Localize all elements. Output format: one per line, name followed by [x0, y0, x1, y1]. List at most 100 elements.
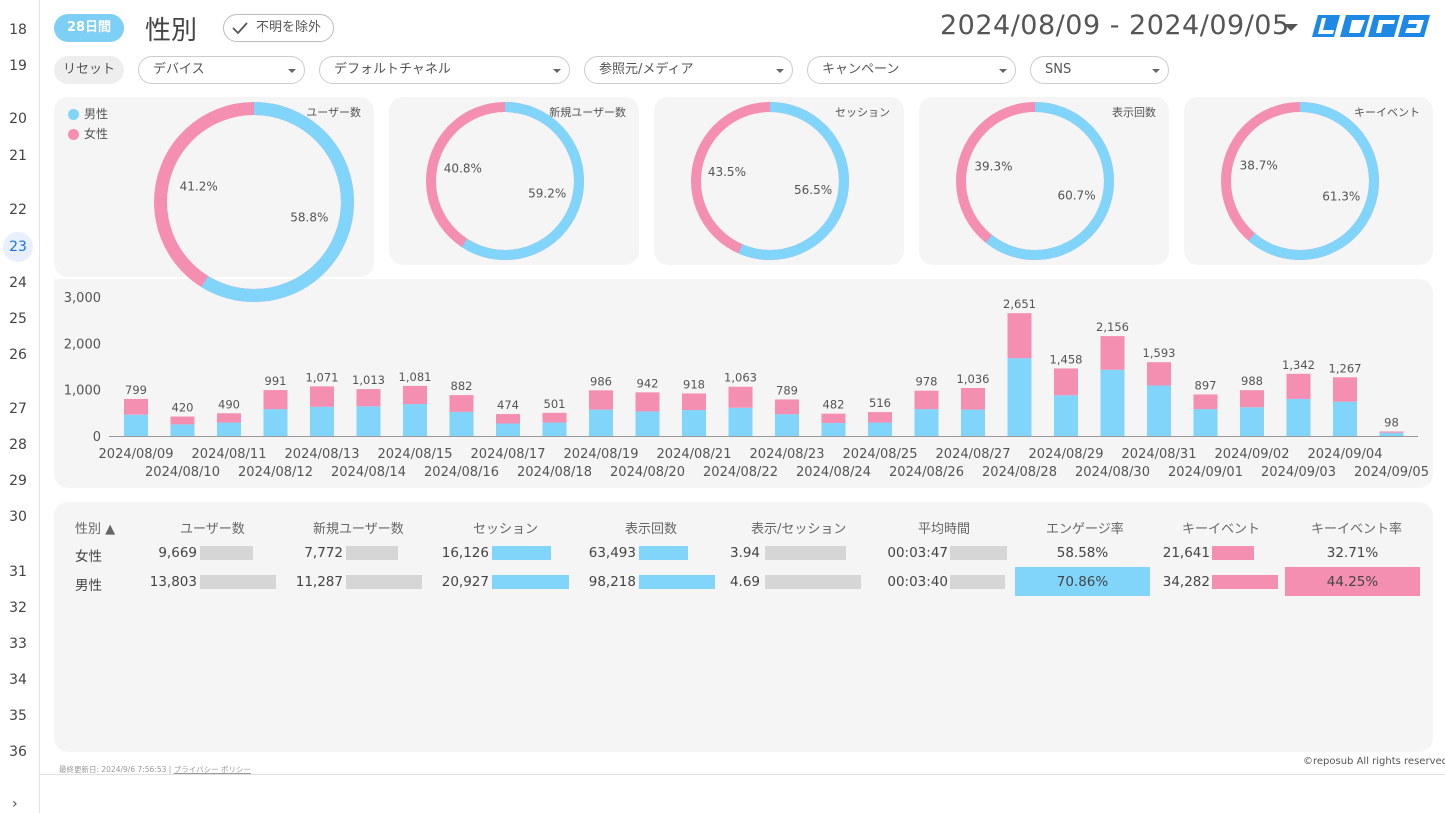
x-tick-label: 2024/08/21 [657, 447, 732, 462]
x-tick-label: 2024/08/26 [889, 465, 964, 480]
row-number[interactable]: 28 [9, 437, 27, 453]
table-header[interactable]: エンゲージ率 [1046, 522, 1124, 537]
cell-bar [492, 546, 552, 560]
cell-bar [639, 575, 715, 589]
table-header[interactable]: ユーザー数 [180, 522, 245, 537]
cell-value: 00:03:40 [887, 574, 948, 590]
bar-total-label: 98 [1384, 415, 1399, 429]
bar-male [961, 409, 985, 436]
x-tick-label: 2024/08/18 [517, 465, 592, 480]
expand-arrow-icon[interactable]: › [12, 796, 18, 812]
cell-value: 20,927 [441, 574, 489, 590]
female-percent-label: 43.5% [708, 165, 746, 179]
bar-male [403, 404, 427, 436]
table-header[interactable]: 性別 ▲ [75, 522, 116, 537]
row-number[interactable]: 34 [9, 672, 27, 688]
sns-filter[interactable]: SNS [1030, 56, 1169, 84]
row-number[interactable]: 25 [9, 311, 27, 327]
bar-female [263, 390, 288, 410]
table-header[interactable]: キーイベント [1182, 522, 1261, 537]
chevron-down-icon [553, 69, 561, 73]
key-events-value: 34,282 [1162, 574, 1210, 590]
male-color-dot [68, 109, 79, 120]
bar-total-label: 988 [1241, 374, 1263, 388]
x-tick-label: 2024/08/24 [796, 465, 871, 480]
row-number[interactable]: 35 [9, 708, 27, 724]
cell-bar [765, 575, 861, 589]
cell-value: 63,493 [588, 545, 636, 561]
bar-female [821, 413, 846, 424]
engagement-rate-value: 70.86% [1056, 574, 1109, 590]
row-number[interactable]: 23 [3, 232, 33, 262]
row-number[interactable]: 29 [9, 473, 27, 489]
row-number[interactable]: 31 [9, 564, 27, 580]
bar-total-label: 2,651 [1003, 297, 1036, 311]
row-number[interactable]: 27 [9, 401, 27, 417]
footer-separator: | [168, 765, 172, 774]
table-header[interactable]: 表示回数 [625, 522, 678, 537]
users-donut-panel [54, 97, 374, 277]
bar-total-label: 1,071 [306, 370, 339, 384]
device-filter[interactable]: デバイス [138, 56, 305, 84]
row-number[interactable]: 26 [9, 347, 27, 363]
date-range-selector[interactable]: 2024/08/09 - 2024/09/05 [940, 10, 1290, 41]
reset-button[interactable]: リセット [54, 56, 124, 84]
privacy-policy-link[interactable]: プライバシー ポリシー [173, 765, 251, 774]
row-number[interactable]: 19 [9, 58, 27, 74]
bar-male [1240, 407, 1264, 436]
table-header[interactable]: 新規ユーザー数 [313, 522, 404, 537]
x-tick-label: 2024/08/15 [378, 447, 453, 462]
bar-total-label: 1,458 [1050, 352, 1083, 366]
bar-male [1007, 358, 1032, 436]
default-channel-filter[interactable]: デフォルトチャネル [319, 56, 570, 84]
chevron-down-icon [999, 69, 1007, 73]
default-channel-filter-label: デフォルトチャネル [334, 62, 451, 77]
row-number[interactable]: 18 [9, 22, 27, 38]
female-percent-label: 38.7% [1240, 159, 1278, 173]
key-events-donut-chart: 61.3% 38.7% [1221, 102, 1379, 260]
male-slice [154, 102, 354, 302]
new-users-donut-chart: 59.2% 40.8% [426, 102, 584, 260]
row-number[interactable]: 36 [9, 744, 27, 760]
metrics-table-panel [54, 502, 1433, 752]
male-percent-label: 58.8% [290, 211, 328, 225]
table-header[interactable]: キーイベント率 [1311, 522, 1403, 537]
bar-female [170, 416, 195, 425]
bar-male [821, 423, 846, 436]
engagement-highlight [1015, 567, 1150, 596]
bar-female [124, 398, 148, 415]
x-tick-label: 2024/08/16 [424, 465, 499, 480]
male-percent-label: 60.7% [1057, 189, 1095, 203]
y-tick-label: 2,000 [64, 337, 101, 352]
exclude-unknown-label: 不明を除外 [256, 20, 322, 35]
bar-female [635, 392, 660, 412]
cell-value: 98,218 [588, 574, 636, 590]
exclude-unknown-chip[interactable]: 不明を除外 [223, 14, 334, 42]
bar-male [124, 414, 148, 436]
row-number[interactable]: 21 [9, 148, 27, 164]
bar-male [1147, 385, 1171, 436]
row-number[interactable]: 32 [9, 600, 27, 616]
table-header[interactable]: 平均時間 [918, 522, 971, 537]
x-tick-label: 2024/08/31 [1122, 447, 1197, 462]
bar-total-label: 789 [776, 383, 798, 397]
male-percent-label: 59.2% [528, 187, 566, 201]
x-tick-label: 2024/09/03 [1261, 465, 1336, 480]
bar-total-label: 516 [869, 396, 891, 410]
sns-filter-label: SNS [1045, 62, 1072, 77]
row-number[interactable]: 22 [9, 202, 27, 218]
row-label: 男性 [75, 578, 102, 594]
row-label: 女性 [75, 549, 102, 565]
row-number[interactable]: 24 [9, 275, 27, 291]
source-medium-filter[interactable]: 参照元/メディア [584, 56, 793, 84]
date-range-dropdown-icon[interactable] [1284, 24, 1298, 31]
campaign-filter[interactable]: キャンペーン [807, 56, 1016, 84]
row-number[interactable]: 30 [9, 509, 27, 525]
table-header[interactable]: 表示/セッション [751, 522, 847, 537]
row-number[interactable]: 33 [9, 636, 27, 652]
bar-male [449, 411, 474, 436]
row-number[interactable]: 20 [9, 111, 27, 127]
table-header[interactable]: セッション [473, 522, 539, 537]
female-color-dot [68, 129, 79, 140]
period-badge[interactable]: 28日間 [54, 14, 124, 42]
